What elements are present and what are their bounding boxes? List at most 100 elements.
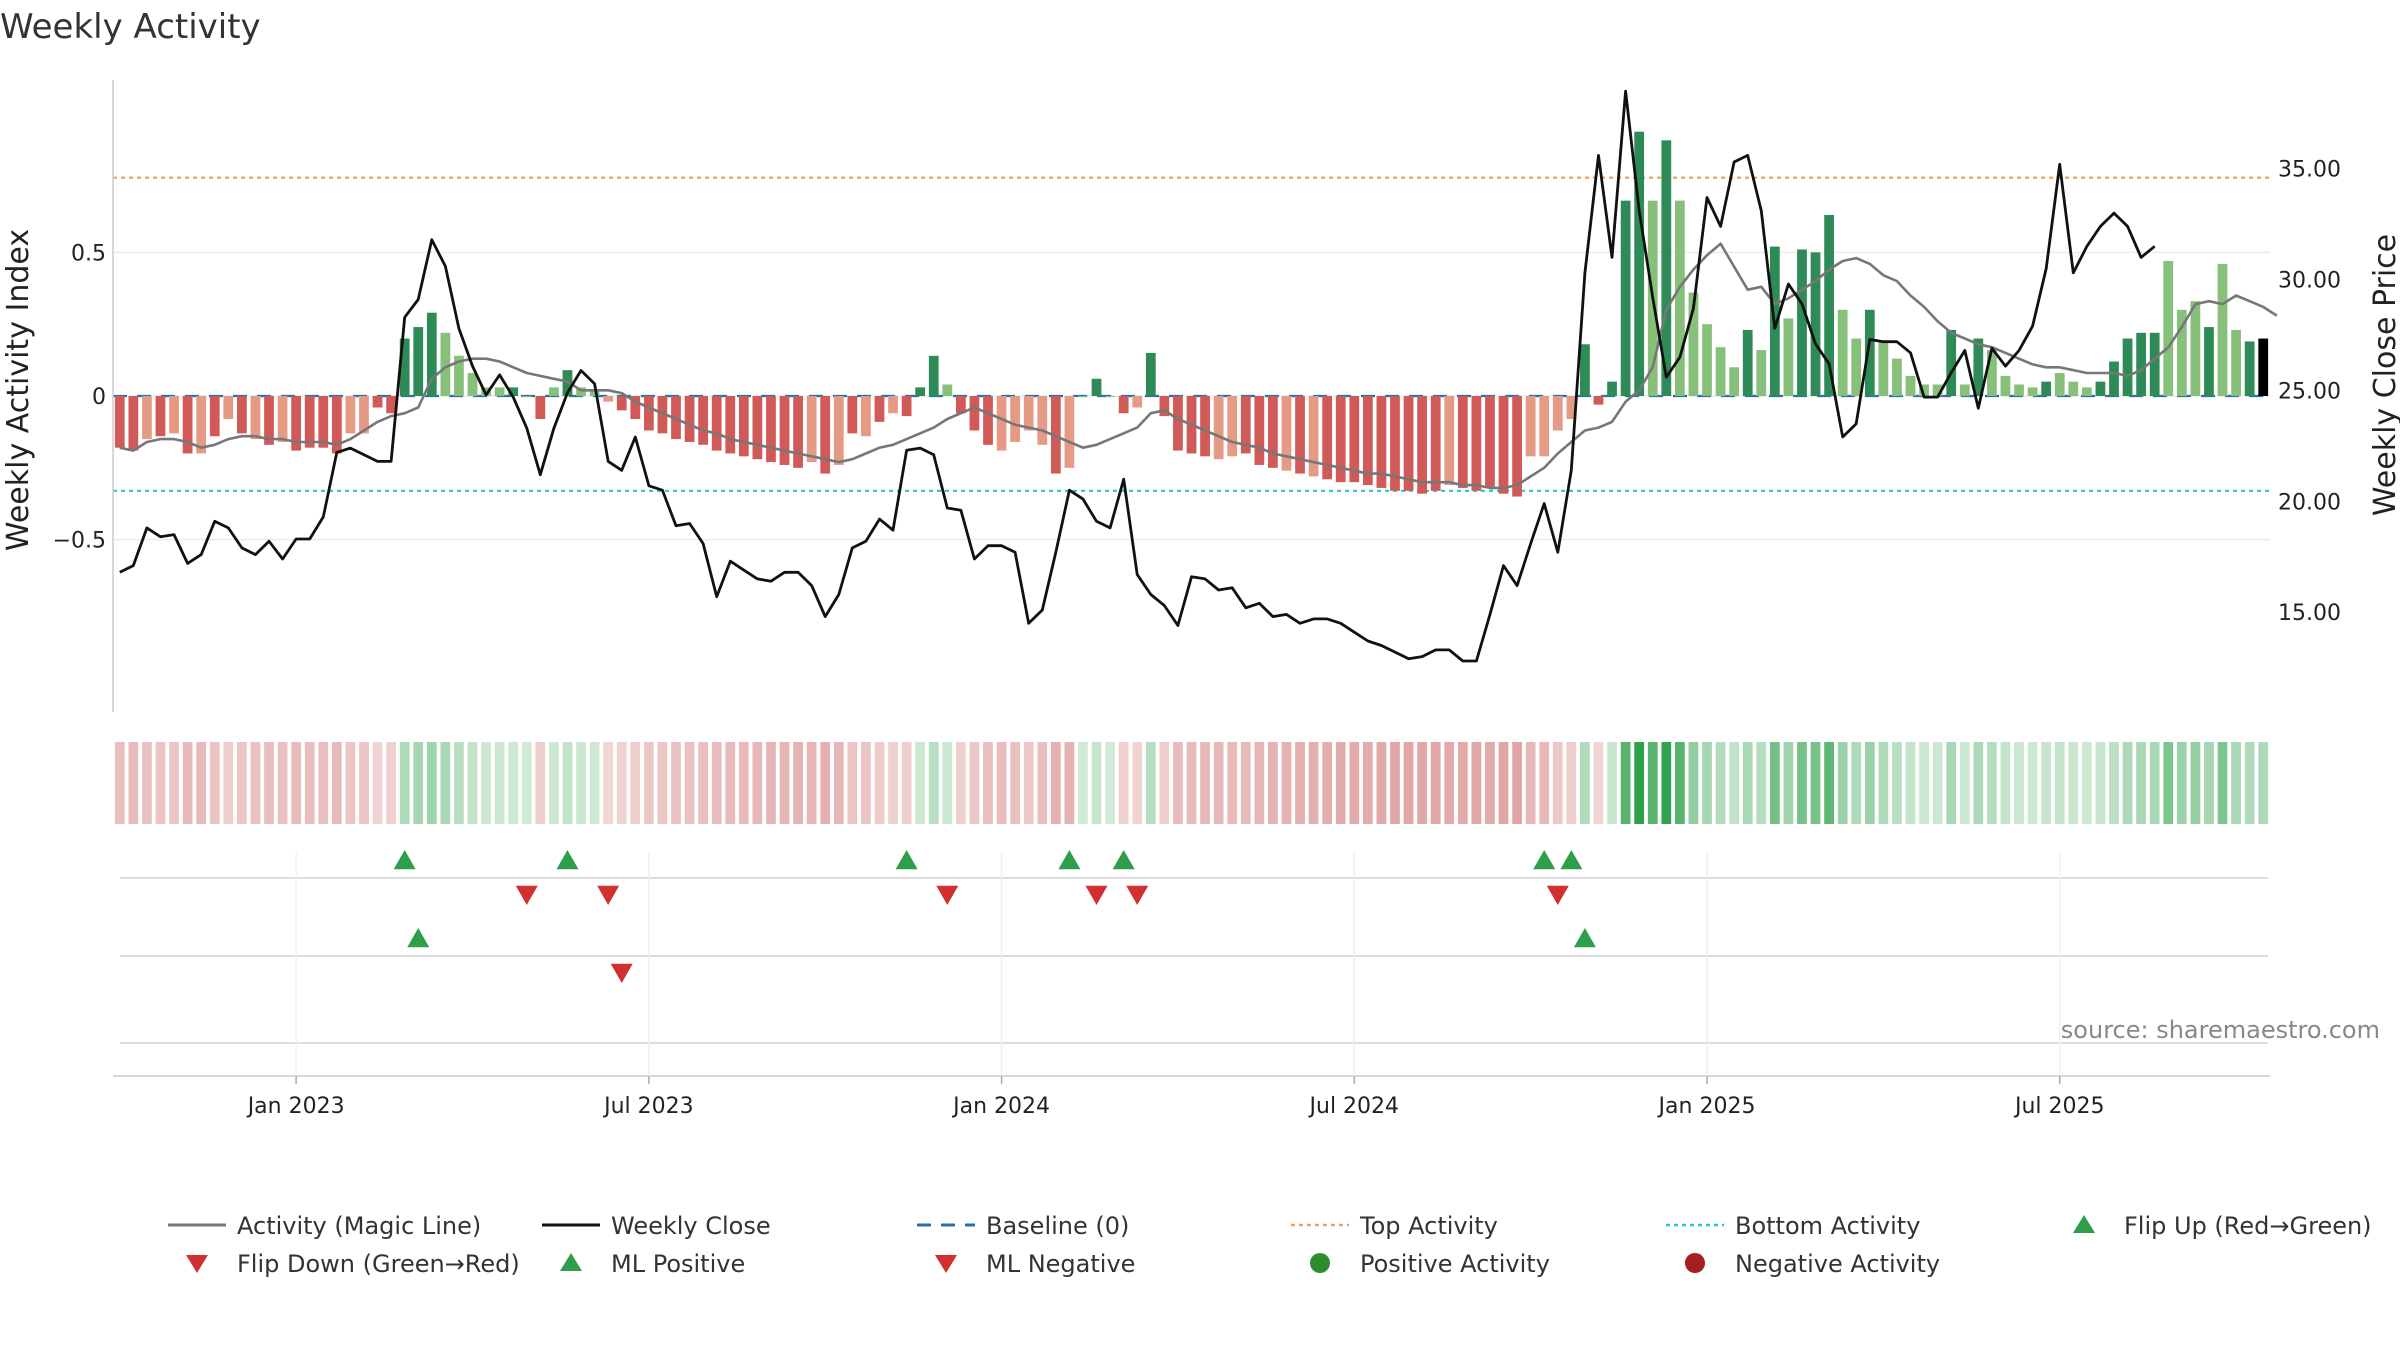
heat-cell	[1525, 742, 1536, 824]
activity-bar	[1417, 396, 1428, 494]
heat-cell	[1756, 742, 1767, 824]
activity-bar	[2027, 387, 2038, 396]
heat-cell	[996, 742, 1007, 824]
activity-bar	[399, 338, 410, 396]
activity-bar	[426, 312, 437, 396]
activity-bar	[698, 396, 709, 445]
heat-cell	[2204, 742, 2214, 824]
heat-cell	[2136, 742, 2147, 824]
activity-bar	[928, 355, 939, 396]
legend-label: Negative Activity	[1735, 1250, 1940, 1278]
heat-cell	[494, 742, 505, 824]
activity-bar	[454, 355, 464, 396]
activity-bar	[1295, 396, 1305, 474]
legend-label: Bottom Activity	[1735, 1212, 1920, 1240]
activity-bar	[1268, 396, 1278, 468]
activity-bar	[128, 396, 139, 451]
heat-cell	[915, 742, 926, 824]
activity-bar	[1159, 396, 1170, 417]
heat-cell	[1647, 742, 1658, 824]
heat-cell	[1607, 742, 1617, 824]
x-tick-label: Jan 2023	[246, 1094, 345, 1119]
activity-bar	[766, 396, 776, 463]
heat-cell	[1145, 742, 1156, 824]
heat-cell	[766, 742, 776, 824]
heat-cell	[1688, 742, 1699, 824]
right-tick-label: 30.00	[2278, 269, 2341, 294]
left-axis-title: Weekly Activity Index	[1, 229, 36, 551]
activity-bar	[1919, 384, 1929, 396]
activity-bar	[1824, 215, 1834, 396]
heat-cell	[142, 742, 152, 824]
activity-bar	[2068, 381, 2079, 396]
heat-cell	[901, 742, 912, 824]
activity-bar	[1376, 396, 1387, 488]
heat-cell	[454, 742, 464, 824]
heat-cell	[2000, 742, 2011, 824]
activity-bar	[1674, 200, 1685, 396]
heat-cell	[318, 742, 329, 824]
heat-cell	[549, 742, 559, 824]
activity-bar	[1702, 324, 1712, 396]
activity-bar	[1512, 396, 1522, 497]
activity-bar	[901, 396, 912, 417]
activity-bar	[915, 387, 926, 396]
activity-bar	[684, 396, 695, 442]
heat-cell	[1417, 742, 1428, 824]
activity-bar	[1580, 344, 1590, 396]
heat-cell	[874, 742, 885, 824]
activity-bar	[2136, 332, 2147, 396]
flip-down-marker	[1546, 885, 1569, 905]
heat-cell	[1593, 742, 1604, 824]
activity-bar	[955, 396, 966, 414]
flip-down-marker	[1126, 885, 1149, 905]
heat-cell	[223, 742, 234, 824]
activity-bar	[223, 396, 234, 419]
activity-bar	[576, 387, 586, 396]
heat-cell	[399, 742, 410, 824]
heat-cell	[711, 742, 722, 824]
activity-bar	[1837, 309, 1848, 396]
heat-cell	[1878, 742, 1889, 824]
heat-cell	[1159, 742, 1170, 824]
flip-up-marker	[1533, 850, 1556, 870]
heat-cell	[793, 742, 803, 824]
heat-cell	[1783, 742, 1794, 824]
activity-bar	[2000, 375, 2011, 396]
heat-cell	[1702, 742, 1712, 824]
heat-cell	[888, 742, 898, 824]
flip-down-marker	[597, 885, 620, 905]
heat-cell	[616, 742, 627, 824]
activity-bar	[535, 396, 546, 419]
series-lines	[119, 89, 2278, 663]
right-tick-label: 25.00	[2278, 379, 2341, 404]
activity-bar	[277, 396, 288, 442]
flip-down-marker	[936, 885, 959, 905]
activity-bar	[1281, 396, 1292, 471]
activity-bar	[996, 396, 1007, 451]
activity-bar	[372, 396, 383, 408]
activity-bar	[2258, 338, 2269, 396]
activity-bar	[304, 396, 315, 448]
activity-bar	[142, 396, 152, 440]
heat-cell	[820, 742, 831, 824]
legend-label: Weekly Close	[611, 1212, 771, 1240]
heat-cell	[969, 742, 980, 824]
activity-bar	[1864, 309, 1875, 396]
activity-bar	[1349, 396, 1360, 483]
legend-label: Activity (Magic Line)	[237, 1212, 481, 1240]
heat-cell	[1240, 742, 1251, 824]
activity-bar	[752, 396, 763, 460]
x-tick-label: Jan 2024	[951, 1094, 1050, 1119]
activity-bar	[264, 396, 274, 445]
flip-up-marker	[1112, 850, 1135, 870]
activity-bar	[1457, 396, 1468, 488]
activity-bar	[1403, 396, 1414, 491]
heat-cell	[1023, 742, 1034, 824]
activity-bar	[874, 396, 885, 422]
heat-cell	[1580, 742, 1590, 824]
heat-cell	[1010, 742, 1021, 824]
activity-bar	[833, 396, 844, 465]
activity-bar	[2149, 332, 2160, 396]
